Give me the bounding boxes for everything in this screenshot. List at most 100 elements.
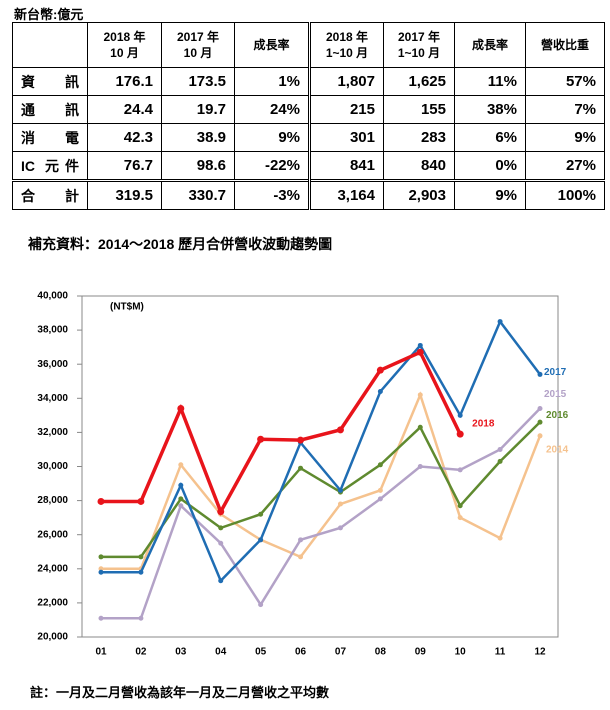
table-cell: 1,807 bbox=[308, 67, 384, 96]
x-tick-label: 11 bbox=[495, 647, 506, 658]
table-cell: 283 bbox=[383, 123, 455, 152]
header-cell: 2018 年 10 月 bbox=[87, 22, 162, 68]
series-line bbox=[101, 391, 542, 571]
point bbox=[98, 615, 104, 621]
table-cell: 38.9 bbox=[161, 123, 235, 152]
series-label: 2015 bbox=[544, 389, 567, 400]
header-text: 成長率 bbox=[471, 38, 508, 52]
series-label: 2017 bbox=[544, 367, 567, 378]
table-cell: 57% bbox=[525, 67, 605, 96]
header-cell: 營收比重 bbox=[525, 22, 605, 68]
table-cell: 841 bbox=[308, 151, 384, 181]
point bbox=[336, 426, 344, 434]
point bbox=[137, 497, 145, 505]
point bbox=[417, 424, 423, 430]
series-label: 2014 bbox=[546, 444, 569, 455]
table-cell: -22% bbox=[234, 151, 310, 181]
point bbox=[218, 578, 224, 584]
point bbox=[457, 515, 463, 521]
header-cell: 2018 年 1~10 月 bbox=[308, 22, 384, 68]
x-tick-label: 02 bbox=[135, 647, 147, 658]
y-tick-label: 28,000 bbox=[37, 495, 68, 506]
point bbox=[537, 406, 543, 412]
x-tick-label: 07 bbox=[335, 647, 347, 658]
point bbox=[457, 503, 463, 509]
x-tick-label: 06 bbox=[295, 647, 307, 658]
y-tick-label: 20,000 bbox=[37, 632, 68, 643]
table-cell: 7% bbox=[525, 95, 605, 124]
table-cell: 330.7 bbox=[161, 179, 235, 210]
row-label: 資訊 bbox=[12, 67, 88, 96]
series-label: 2018 bbox=[472, 419, 495, 430]
point bbox=[537, 419, 543, 425]
y-tick-label: 34,000 bbox=[37, 393, 68, 404]
point bbox=[178, 482, 184, 488]
x-tick-label: 03 bbox=[175, 647, 187, 658]
point bbox=[337, 525, 343, 531]
point bbox=[417, 342, 423, 348]
point bbox=[178, 503, 184, 509]
point bbox=[178, 462, 184, 468]
unit-label: 新台幣:億元 bbox=[14, 7, 84, 22]
header-text: 營收比重 bbox=[540, 38, 589, 52]
table-cell: 9% bbox=[525, 123, 605, 152]
table-cell: 11% bbox=[454, 67, 526, 96]
point bbox=[98, 554, 104, 560]
header-cell: 成長率 bbox=[454, 22, 526, 68]
point bbox=[218, 525, 224, 531]
table-cell: 301 bbox=[308, 123, 384, 152]
table-cell: 6% bbox=[454, 123, 526, 152]
point bbox=[298, 465, 304, 471]
table-cell: 38% bbox=[454, 95, 526, 124]
row-label: 消電 bbox=[12, 123, 88, 152]
point bbox=[218, 540, 224, 546]
point bbox=[258, 537, 264, 543]
series-line bbox=[101, 407, 541, 620]
x-tick-label: 10 bbox=[455, 647, 467, 658]
series-line bbox=[101, 319, 541, 583]
header-text: 成長率 bbox=[253, 38, 290, 52]
table-cell: 2,903 bbox=[383, 179, 455, 210]
header-text: 2017 年 bbox=[397, 30, 441, 44]
point bbox=[497, 319, 503, 325]
y-tick-label: 24,000 bbox=[37, 563, 68, 574]
point bbox=[177, 405, 185, 413]
table-cell: 3,164 bbox=[308, 179, 384, 210]
table-row: IC 元件 76.7 98.6 -22% 841 840 0% 27% bbox=[12, 151, 605, 181]
point bbox=[298, 554, 304, 560]
point bbox=[377, 462, 383, 468]
revenue-table: 2018 年 10 月 2017 年 10 月成長率 2018 年 1~10 月 2017 … bbox=[12, 22, 605, 210]
point bbox=[178, 496, 184, 502]
y-tick-label: 22,000 bbox=[37, 598, 68, 609]
footnote: 註：一月及二月營收為該年一月及二月營收之平均數 bbox=[30, 685, 330, 700]
y-tick-label: 26,000 bbox=[37, 529, 68, 540]
table-cell: 9% bbox=[234, 123, 310, 152]
header-text: 2018 年 bbox=[325, 30, 369, 44]
table-cell: 100% bbox=[525, 179, 605, 210]
chart-subtitle: 補充資料：2014～2018 歷月合併營收波動趨勢圖 bbox=[28, 236, 333, 252]
table-cell: 1% bbox=[234, 67, 310, 96]
y-tick-label: 38,000 bbox=[37, 325, 68, 336]
x-tick-label: 09 bbox=[415, 647, 427, 658]
point bbox=[457, 412, 463, 418]
table-row: 通訊 24.4 19.7 24% 215 155 38% 7% bbox=[12, 95, 605, 124]
point bbox=[257, 435, 265, 443]
table-row: 消電 42.3 38.9 9% 301 283 6% 9% bbox=[12, 123, 605, 152]
x-tick-label: 08 bbox=[375, 647, 387, 658]
table-cell: 173.5 bbox=[161, 67, 235, 96]
table-cell: 176.1 bbox=[87, 67, 162, 96]
x-tick-label: 01 bbox=[95, 647, 107, 658]
table-row: 資訊 176.1 173.5 1% 1,807 1,625 11% 57% bbox=[12, 67, 605, 96]
table-cell: 24.4 bbox=[87, 95, 162, 124]
point bbox=[377, 496, 383, 502]
row-label: IC 元件 bbox=[12, 151, 88, 181]
table-cell: 319.5 bbox=[87, 179, 162, 210]
table-cell: 215 bbox=[308, 95, 384, 124]
chart: (NT$M) 20,000 22,000 24,000 26,000 28,000 30,… bbox=[37, 291, 569, 658]
y-tick-label: 40,000 bbox=[37, 291, 68, 302]
point bbox=[138, 615, 144, 621]
header-row: 2018 年 10 月 2017 年 10 月成長率 2018 年 1~10 月 2017 … bbox=[12, 22, 605, 68]
point bbox=[497, 446, 503, 452]
y-tick-label: 36,000 bbox=[37, 359, 68, 370]
